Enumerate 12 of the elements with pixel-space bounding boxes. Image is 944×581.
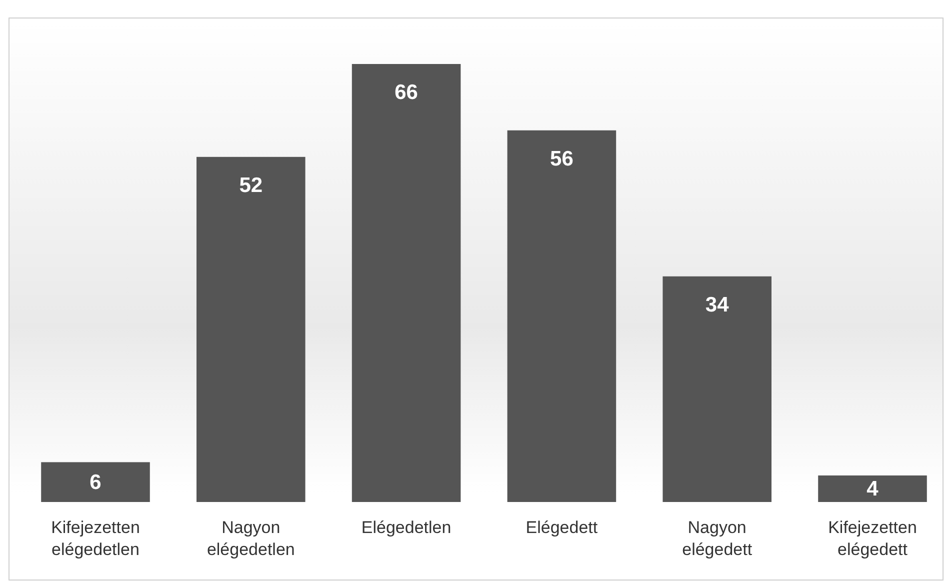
data-label: 66 — [394, 81, 418, 104]
x-tick-label: Nagyon elégedetlen — [206, 518, 295, 559]
x-tick-label: Elégedett — [526, 518, 598, 537]
data-label: 6 — [90, 471, 102, 494]
x-tick-label: Elégedetlen — [361, 518, 452, 537]
data-label: 34 — [705, 293, 730, 316]
data-label: 52 — [239, 174, 263, 197]
x-tick-label: Kifejezetten elégedett — [828, 518, 917, 559]
x-tick-label: Kifejezetten elégedetlen — [51, 518, 140, 559]
x-tick-label: Nagyon elégedett — [682, 518, 752, 559]
data-label: 56 — [550, 147, 574, 170]
data-label: 4 — [866, 478, 879, 501]
